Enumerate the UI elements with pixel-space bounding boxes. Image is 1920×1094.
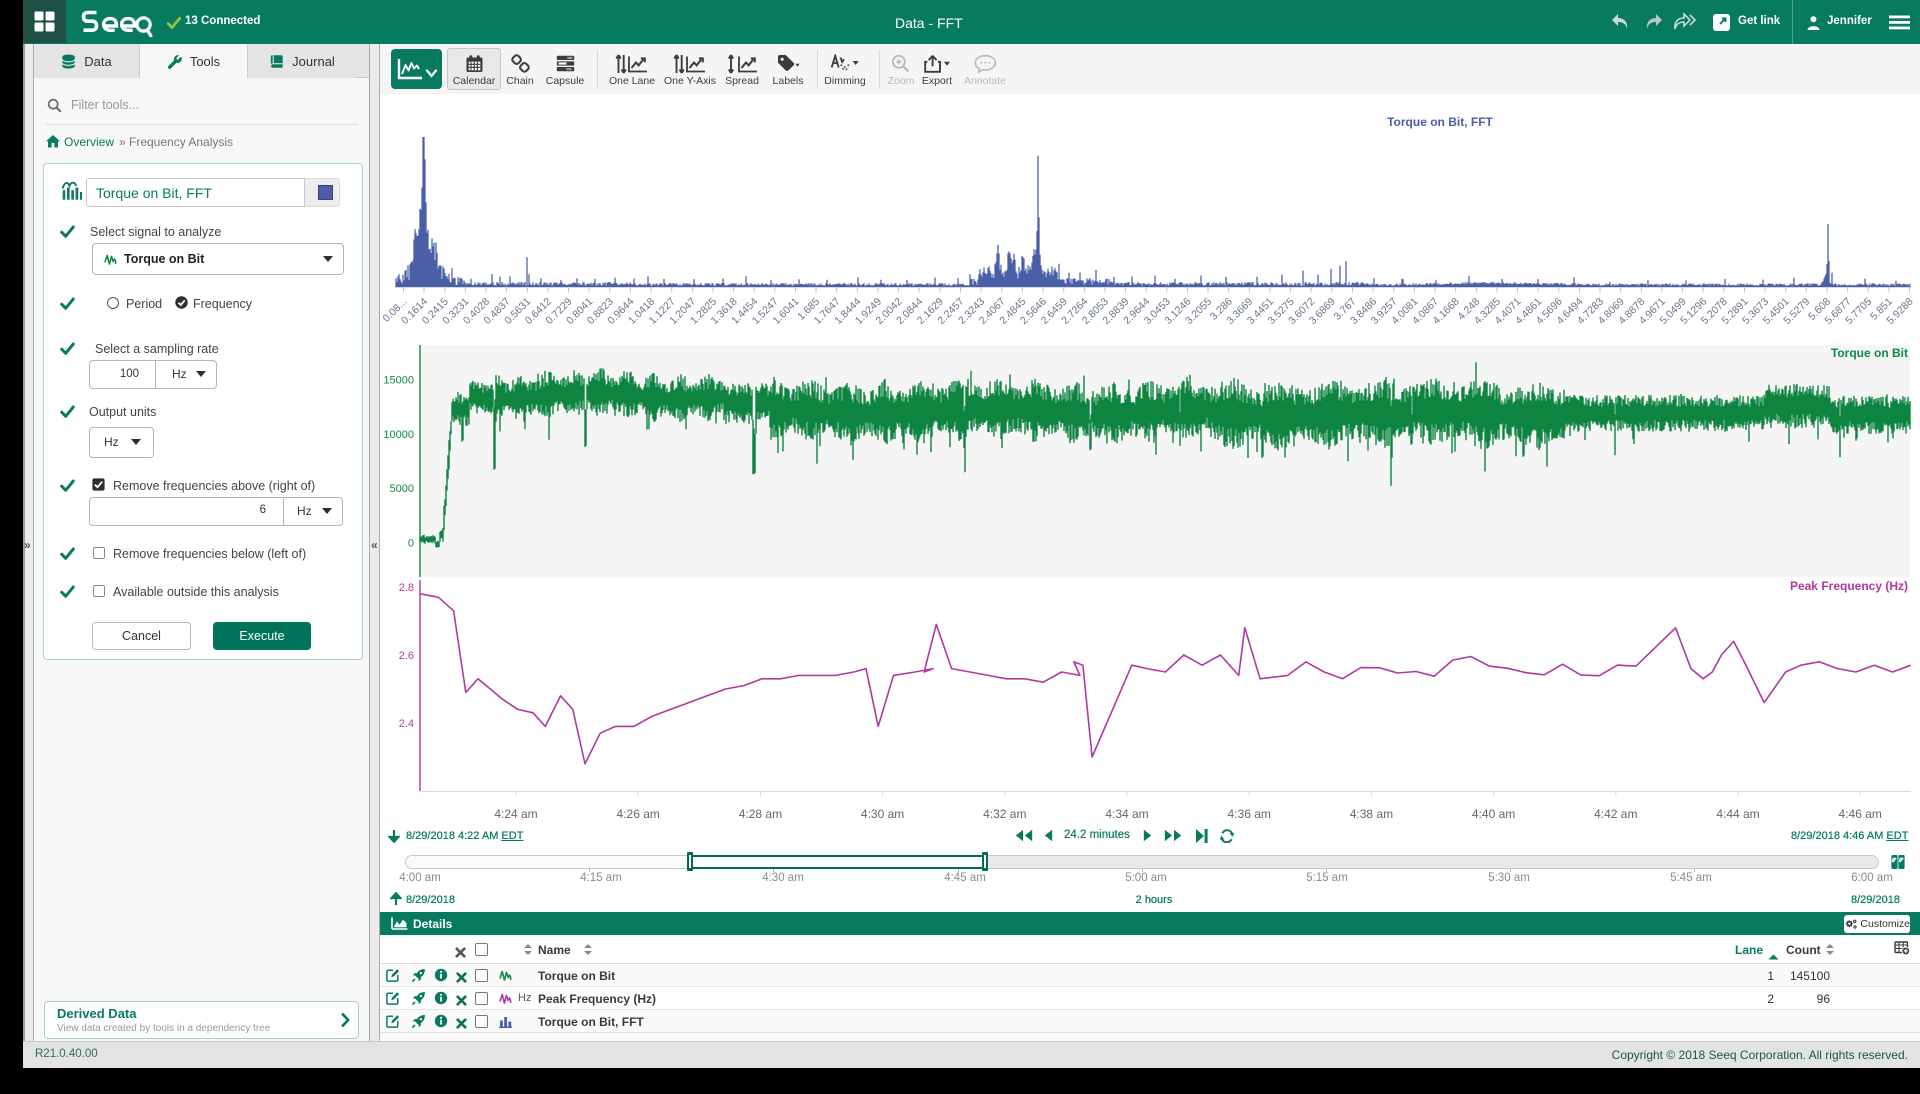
svg-text:0: 0 (408, 538, 414, 550)
svg-text:4:24 am: 4:24 am (494, 807, 537, 821)
svg-text:4:38 am: 4:38 am (1350, 807, 1393, 821)
svg-text:2.4: 2.4 (399, 718, 414, 730)
svg-text:10000: 10000 (383, 429, 414, 441)
svg-text:15000: 15000 (383, 375, 414, 387)
svg-text:2.8: 2.8 (399, 582, 414, 594)
svg-text:Peak Frequency (Hz): Peak Frequency (Hz) (1790, 579, 1908, 593)
svg-text:4:28 am: 4:28 am (739, 807, 782, 821)
svg-text:4:36 am: 4:36 am (1228, 807, 1271, 821)
svg-text:4:46 am: 4:46 am (1839, 807, 1882, 821)
svg-text:2.6: 2.6 (399, 650, 414, 662)
svg-text:4:34 am: 4:34 am (1105, 807, 1148, 821)
svg-text:4:26 am: 4:26 am (617, 807, 660, 821)
svg-text:4:30 am: 4:30 am (861, 807, 904, 821)
svg-text:4:44 am: 4:44 am (1716, 807, 1759, 821)
svg-text:4:42 am: 4:42 am (1594, 807, 1637, 821)
svg-text:Torque on Bit, FFT: Torque on Bit, FFT (1387, 115, 1493, 129)
svg-text:4:40 am: 4:40 am (1472, 807, 1515, 821)
svg-text:5000: 5000 (390, 483, 414, 495)
svg-text:Torque on Bit: Torque on Bit (1831, 346, 1908, 360)
svg-text:4:32 am: 4:32 am (983, 807, 1026, 821)
